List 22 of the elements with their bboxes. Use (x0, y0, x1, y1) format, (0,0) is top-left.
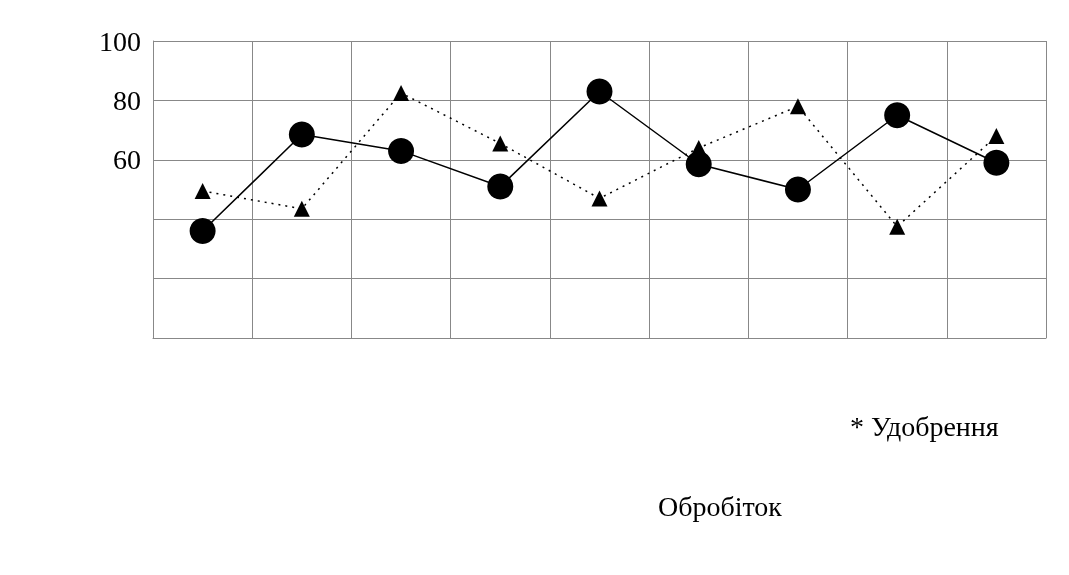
point (889, 218, 906, 235)
point (983, 149, 1010, 176)
text: * Удобрення (850, 410, 999, 442)
point (789, 98, 806, 115)
point (591, 190, 608, 207)
point (492, 135, 509, 152)
point (393, 84, 410, 101)
y-tick-label: 60 (113, 144, 141, 176)
point (784, 176, 811, 203)
point (388, 137, 415, 164)
y-tick-label: 80 (113, 84, 141, 116)
text: Обробіток (658, 490, 783, 522)
point (288, 121, 315, 148)
point (884, 102, 911, 129)
point (988, 128, 1005, 145)
point (189, 218, 216, 245)
point (194, 182, 211, 199)
point (487, 173, 514, 200)
y-tick-label: 100 (99, 25, 141, 57)
point (293, 200, 310, 217)
point (586, 78, 613, 105)
point (690, 139, 707, 156)
